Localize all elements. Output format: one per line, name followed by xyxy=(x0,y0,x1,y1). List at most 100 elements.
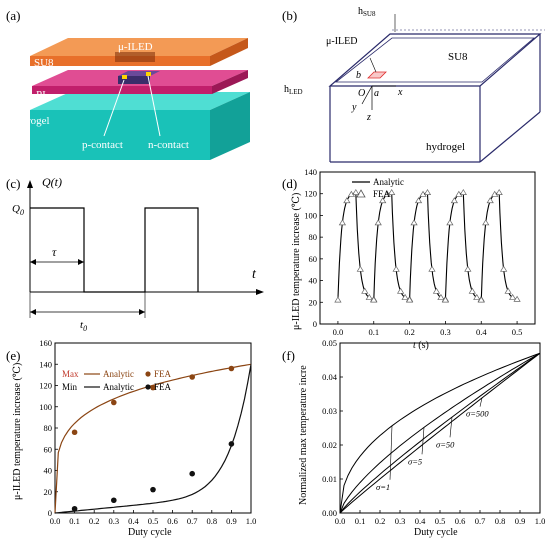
x-tick-label: 1.0 xyxy=(246,516,257,526)
y-tick-label: 60 xyxy=(44,444,53,454)
fea-point xyxy=(150,486,156,493)
fea-triangle-point xyxy=(464,265,472,272)
y-tick-label: 0 xyxy=(48,508,52,518)
y-tick-label: 0.01 xyxy=(322,474,337,484)
uiled-leader xyxy=(369,57,377,73)
y-tick-label: 100 xyxy=(39,402,52,412)
panel-f: (f) 0.0 0.1 0.2 0.3 0.4 0.5 0.6 0.7 0.8 0.9 1.00.0… xyxy=(282,338,545,538)
e-legend-min-analytic: Analytic xyxy=(103,382,134,392)
d-legend-analytic: Analytic xyxy=(373,177,404,187)
x-tick-label: 0.2 xyxy=(89,516,100,526)
d-ticks: 0.0 0.1 0.2 0.3 0.4 0.5 0 20 40 60 80 100 120 140 xyxy=(304,167,522,337)
pi-side xyxy=(212,70,248,94)
fea-triangle-point xyxy=(500,265,508,272)
fea-triangle-point xyxy=(414,197,423,204)
y-tick-label: 0 xyxy=(313,319,317,329)
x-tick-label: 0.2 xyxy=(404,327,415,337)
q0-label: Q0 xyxy=(12,203,24,217)
sigma-label: σ=5 xyxy=(408,456,422,466)
fea-triangle-point xyxy=(379,197,387,204)
y-tick-label: 80 xyxy=(309,232,318,242)
sigma-curve xyxy=(339,352,541,514)
x-tick-label: 0.8 xyxy=(495,516,506,526)
f-series: σ=1 σ=5 σ=50 σ=500 xyxy=(339,352,541,514)
x-tick-label: 0.4 xyxy=(415,516,426,526)
x-tick-label: 0.3 xyxy=(108,516,119,526)
z-label-b: z xyxy=(366,112,371,123)
fea-triangle-point xyxy=(482,219,490,226)
fea-triangle-point xyxy=(334,296,342,303)
y-tick-label: 80 xyxy=(44,423,53,433)
hsu8-label: hSU8 xyxy=(358,6,376,18)
x-tick-label: 0.8 xyxy=(206,516,217,526)
tau-label: τ xyxy=(52,245,57,259)
n-contact-leader xyxy=(147,75,161,137)
uiled-label-b: μ-ILED xyxy=(326,36,357,47)
sigma-label: σ=50 xyxy=(436,439,455,449)
x-label-b: x xyxy=(397,87,403,98)
origin-label: O xyxy=(358,88,365,99)
pi-label: PI xyxy=(36,89,46,101)
y-tick-label: 20 xyxy=(44,487,53,497)
sigma-curve xyxy=(339,352,541,514)
x-tick-label: 0.3 xyxy=(395,516,406,526)
y-tick-label: 60 xyxy=(309,254,318,264)
y-axis-b xyxy=(361,85,373,105)
sigma-leader xyxy=(421,427,425,455)
x-tick-label: 0.9 xyxy=(515,516,526,526)
panel-d-tag: (d) xyxy=(282,176,297,191)
t0-label: t0 xyxy=(80,319,87,333)
led-square xyxy=(367,71,387,79)
fea-triangle-point xyxy=(338,219,347,226)
fea-triangle-point xyxy=(397,287,405,294)
y-tick-label: 0.04 xyxy=(322,372,338,382)
x-tick-label: 0.9 xyxy=(226,516,237,526)
f-xlabel: Duty cycle xyxy=(414,527,458,538)
fea-triangle-point xyxy=(352,188,360,195)
sigma-label: σ=1 xyxy=(376,482,390,492)
d-series xyxy=(334,188,521,303)
analytic-pulse-line xyxy=(409,191,446,301)
p-contact-label: p-contact xyxy=(82,139,123,151)
t0-arrow-l xyxy=(30,309,36,315)
fea-triangle-point xyxy=(513,295,521,302)
dim-a: a xyxy=(374,88,379,99)
fea-triangle-point xyxy=(437,293,445,300)
hydrogel-side xyxy=(210,92,250,160)
d-legend-fea: FEA xyxy=(373,189,391,199)
panel-a: (a) μ-ILED SU8 PI Hydrogel p-contact n-c… xyxy=(6,8,250,160)
fea-triangle-point xyxy=(486,197,494,204)
panel-f-tag: (f) xyxy=(282,348,295,363)
su8-label: SU8 xyxy=(34,57,54,69)
sigma-leader xyxy=(449,417,453,438)
y-tick-label: 140 xyxy=(304,167,317,177)
e-ticks: 0.0 0.1 0.2 0.3 0.4 0.5 0.6 0.7 0.8 0.9 1.0 0 20 40 60… xyxy=(39,338,256,526)
analytic-pulse-line xyxy=(480,191,518,301)
x-tick-label: 0.7 xyxy=(187,516,198,526)
f-ylabel: Normalized max temperature incre xyxy=(298,365,309,505)
x-tick-label: 0.4 xyxy=(128,516,139,526)
fea-triangle-point xyxy=(392,265,400,272)
hydrogel-label: Hydrogel xyxy=(8,115,50,127)
fea-point xyxy=(228,441,235,447)
p-contact-pad xyxy=(122,75,127,79)
n-contact-label: n-contact xyxy=(148,139,189,151)
uiled-label: μ-ILED xyxy=(118,41,153,53)
x-tick-label: 0.5 xyxy=(512,327,523,337)
d-legend-fea-marker xyxy=(356,189,366,198)
fea-triangle-point xyxy=(370,296,378,303)
fea-triangle-point xyxy=(374,219,382,226)
x-tick-label: 0.1 xyxy=(368,327,379,337)
fea-triangle-point xyxy=(410,219,418,226)
x-tick-label: 0.7 xyxy=(475,516,486,526)
y-tick-label: 120 xyxy=(39,381,52,391)
fea-point xyxy=(71,505,78,512)
y-tick-label: 0.05 xyxy=(322,338,337,348)
panel-a-tag: (a) xyxy=(6,8,20,23)
fea-triangle-point xyxy=(343,197,351,204)
fea-point xyxy=(228,365,235,372)
y-tick-label: 0.00 xyxy=(322,508,337,518)
x-tick-label: 0.4 xyxy=(476,327,487,337)
fea-triangle-point xyxy=(432,287,441,294)
fea-triangle-point xyxy=(441,296,450,303)
